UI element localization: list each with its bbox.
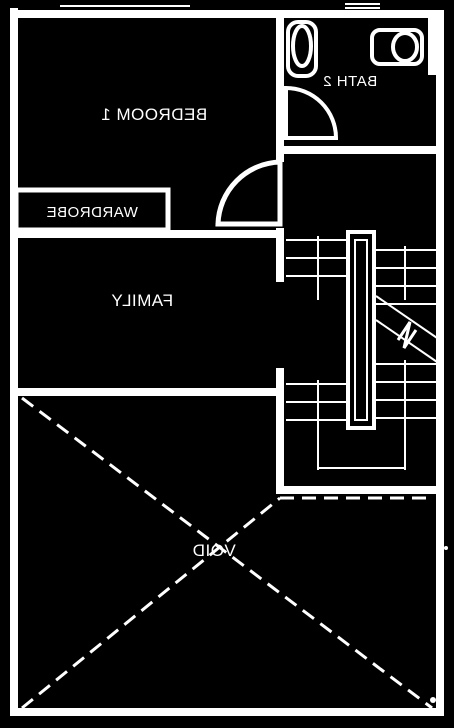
edge-dot <box>444 546 448 550</box>
interior-walls <box>14 14 440 494</box>
bath-door-swing <box>284 85 339 140</box>
staircase <box>286 230 441 470</box>
label-bath: BATH 2 <box>323 73 377 90</box>
corner-dot <box>430 697 436 703</box>
label-wardrobe: WARDROBE <box>46 204 138 221</box>
label-void: VOID <box>192 541 236 560</box>
label-family: FAMILY <box>111 291 173 310</box>
basin-icon <box>370 28 424 66</box>
bedroom-door-swing <box>215 159 283 227</box>
wardrobe-outline <box>13 187 171 233</box>
bath-fixtures <box>286 20 424 78</box>
void-cross <box>21 396 433 710</box>
top-edge-marks <box>60 3 380 9</box>
label-bedroom: BEDROOM 1 <box>101 105 208 124</box>
toilet-icon <box>286 20 318 78</box>
